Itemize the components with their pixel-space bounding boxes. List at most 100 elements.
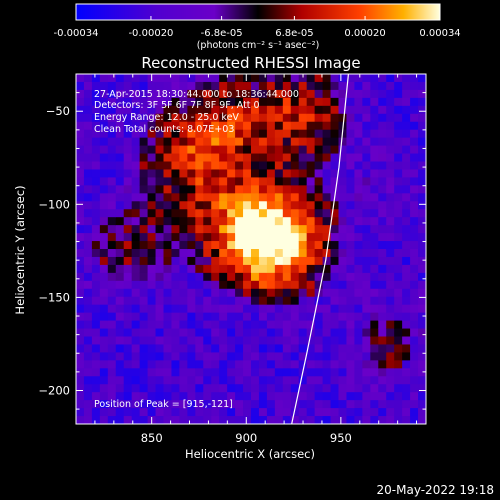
heatmap-cell — [322, 416, 332, 424]
heatmap-cell — [107, 105, 117, 115]
heatmap-cell — [251, 416, 260, 424]
heatmap-cell — [378, 113, 387, 123]
heatmap-cell — [235, 81, 244, 91]
heatmap-cell — [322, 177, 332, 186]
heatmap-cell — [83, 233, 93, 242]
heatmap-cell — [219, 288, 228, 298]
heatmap-cell — [219, 408, 228, 417]
heatmap-cell — [402, 201, 411, 210]
heatmap-cell — [298, 344, 308, 353]
heatmap-cell — [171, 153, 180, 162]
heatmap-cell — [115, 201, 125, 210]
heatmap-cell — [171, 241, 180, 250]
heatmap-cell — [322, 145, 332, 155]
heatmap-cell — [322, 233, 332, 242]
heatmap-cell — [115, 209, 125, 218]
heatmap-cell — [91, 105, 101, 115]
annotation-block: 27-Apr-2015 18:30:44.000 to 18:36:44.000… — [94, 89, 299, 135]
heatmap-cell — [115, 304, 125, 314]
heatmap-cell — [402, 264, 411, 274]
heatmap-cell — [99, 416, 109, 424]
heatmap-cell — [290, 272, 300, 282]
heatmap-cell — [378, 360, 387, 369]
heatmap-cell — [163, 185, 172, 194]
heatmap-cell — [274, 312, 284, 322]
heatmap-cell — [394, 320, 403, 330]
heatmap-cell — [274, 97, 284, 107]
heatmap-cell — [266, 288, 276, 298]
heatmap-cell — [282, 304, 292, 314]
heatmap-cell — [362, 74, 371, 83]
heatmap-cell — [298, 233, 308, 242]
heatmap-cell — [99, 225, 109, 234]
heatmap-cell — [330, 352, 339, 361]
heatmap-cell — [251, 201, 260, 210]
heatmap-cell — [187, 376, 196, 385]
heatmap-cell — [99, 241, 109, 250]
heatmap-cell — [378, 384, 387, 393]
heatmap-cell — [330, 368, 339, 377]
heatmap-cell — [227, 217, 236, 226]
heatmap-cell — [123, 74, 133, 83]
heatmap-cell — [251, 392, 260, 401]
heatmap-cell — [76, 304, 85, 314]
heatmap-cell — [386, 89, 395, 99]
heatmap-cell — [386, 336, 395, 345]
heatmap-cell — [378, 81, 387, 91]
heatmap-cell — [147, 177, 157, 186]
heatmap-cell — [83, 137, 93, 147]
heatmap-cell — [402, 217, 411, 226]
heatmap-cell — [306, 368, 316, 377]
heatmap-cell — [171, 416, 180, 424]
heatmap-cell — [251, 121, 260, 131]
heatmap-cell — [219, 193, 228, 202]
heatmap-cell — [370, 344, 379, 353]
heatmap-cell — [410, 376, 419, 385]
heatmap-cell — [243, 376, 252, 385]
heatmap-cell — [115, 161, 125, 170]
heatmap-cell — [76, 416, 85, 424]
heatmap-cell — [131, 360, 141, 369]
heatmap-cell — [195, 256, 204, 266]
heatmap-cell — [179, 264, 188, 274]
heatmap-cell — [322, 217, 332, 226]
heatmap-cell — [171, 97, 180, 107]
heatmap-cell — [410, 384, 419, 393]
heatmap-cell — [131, 177, 141, 186]
heatmap-cell — [298, 105, 308, 115]
heatmap-cell — [410, 185, 419, 194]
heatmap-cell — [290, 296, 300, 306]
heatmap-cell — [266, 233, 276, 242]
heatmap-cell — [251, 264, 260, 274]
heatmap-cell — [243, 384, 252, 393]
heatmap-cell — [290, 89, 300, 99]
heatmap-cell — [314, 81, 324, 91]
heatmap-cell — [370, 225, 379, 234]
heatmap-cell — [251, 89, 260, 99]
heatmap-cell — [76, 320, 85, 330]
heatmap-cell — [243, 233, 252, 242]
heatmap-cell — [314, 169, 324, 178]
heatmap-cell — [322, 320, 332, 330]
heatmap-cell — [282, 217, 292, 226]
heatmap-cell — [131, 280, 141, 290]
heatmap-cell — [203, 416, 212, 424]
heatmap-cell — [282, 312, 292, 322]
heatmap-cell — [282, 256, 292, 266]
heatmap-cell — [147, 296, 157, 306]
heatmap-cell — [410, 105, 419, 115]
heatmap-cell — [362, 129, 371, 139]
heatmap-cell — [298, 352, 308, 361]
heatmap-cell — [83, 400, 93, 409]
heatmap-cell — [107, 416, 117, 424]
heatmap-cell — [227, 384, 236, 393]
heatmap-cell — [147, 288, 157, 298]
heatmap-cell — [107, 177, 117, 186]
heatmap-cell — [258, 376, 268, 385]
heatmap-cell — [314, 113, 324, 123]
heatmap-cell — [338, 97, 347, 107]
heatmap-cell — [322, 304, 332, 314]
heatmap-cell — [410, 113, 419, 123]
heatmap-cell — [362, 296, 371, 306]
heatmap-cell — [171, 368, 180, 377]
